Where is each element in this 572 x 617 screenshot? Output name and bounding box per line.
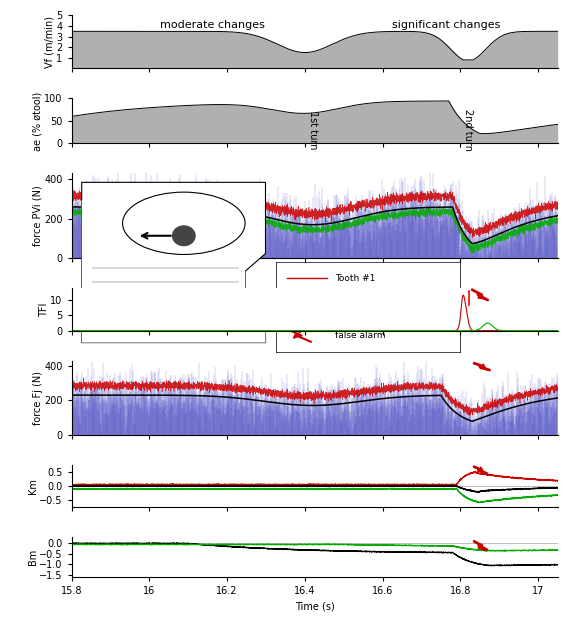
Y-axis label: force Fj (N): force Fj (N) [33,371,42,424]
Text: 1st turn: 1st turn [308,110,317,149]
Y-axis label: Vf (m/min): Vf (m/min) [45,16,55,68]
Y-axis label: TFI: TFI [39,302,49,317]
Y-axis label: Bm: Bm [27,549,38,565]
Y-axis label: ae (% øtool): ae (% øtool) [33,91,43,151]
Text: significant changes: significant changes [392,20,500,30]
Y-axis label: Km: Km [27,478,38,494]
X-axis label: Time (s): Time (s) [295,602,335,611]
Y-axis label: force PVi (N): force PVi (N) [33,186,42,246]
Text: moderate changes: moderate changes [160,20,265,30]
Text: 2nd turn: 2nd turn [463,109,473,151]
